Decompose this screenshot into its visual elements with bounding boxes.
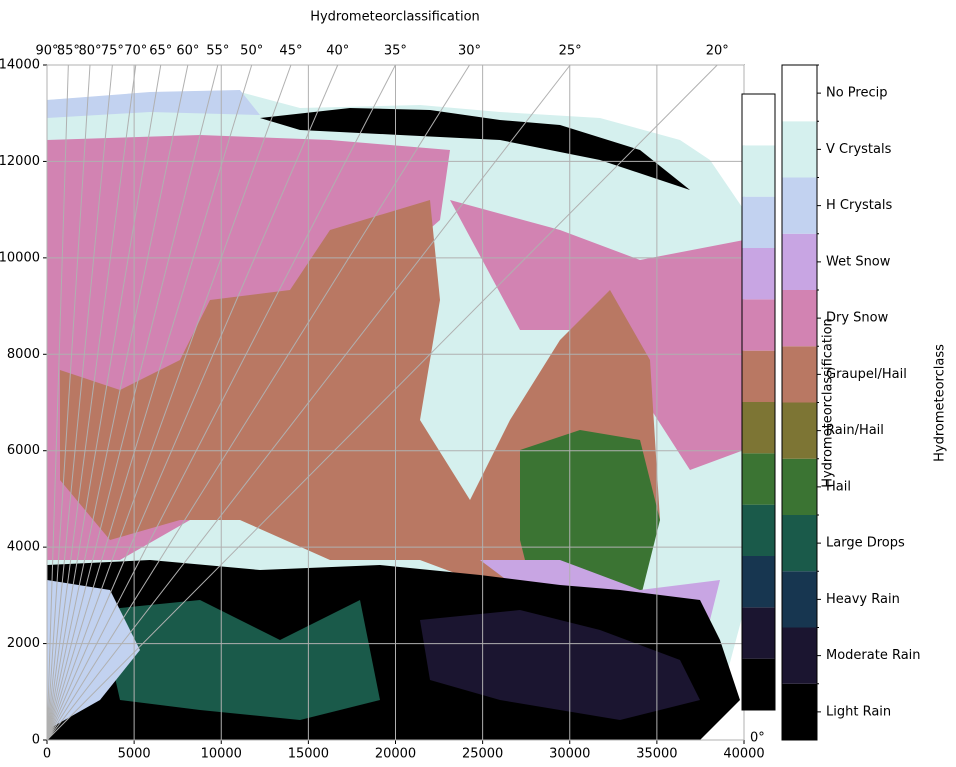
x-tick-label: 25000 <box>462 747 503 762</box>
colorbar-swatch <box>782 290 817 347</box>
colorbar-swatch <box>782 458 817 515</box>
elevation-ray <box>46 64 339 741</box>
colorbar-swatch <box>742 607 775 659</box>
elevation-ray <box>46 64 571 741</box>
elevation-label: 25° <box>559 44 582 59</box>
y-tick-label: 10000 <box>0 250 40 265</box>
colorbar-swatch <box>782 65 817 122</box>
elevation-label: 35° <box>384 44 407 59</box>
elevation-label: 40° <box>326 44 349 59</box>
colorbar-swatch <box>742 402 775 454</box>
colorbar-label: Large Drops <box>826 536 905 551</box>
elevation-label: 80° <box>78 44 101 59</box>
y-tick-label: 8000 <box>7 347 40 362</box>
colorbar-label: Moderate Rain <box>826 648 921 663</box>
colorbar-swatch <box>742 556 775 608</box>
elevation-label: 0° <box>750 731 765 746</box>
colorbar-label: Light Rain <box>826 704 891 719</box>
colorbar-label: No Precip <box>826 86 888 101</box>
colorbar-swatch <box>742 248 775 300</box>
y-tick-label: 14000 <box>0 58 40 73</box>
elevation-ray <box>46 64 396 741</box>
colorbar-swatch <box>742 196 775 248</box>
colorbar-label: Heavy Rain <box>826 592 900 607</box>
x-tick-label: 40000 <box>723 747 764 762</box>
colorbar-label: H Crystals <box>826 198 892 213</box>
colorbar-swatch <box>742 94 775 146</box>
elevation-ray <box>46 64 718 741</box>
y-tick-label: 4000 <box>7 540 40 555</box>
elevation-ray <box>46 64 137 741</box>
colorbar-swatch <box>782 402 817 459</box>
elevation-label: 65° <box>149 44 172 59</box>
y-tick-label: 0 <box>32 733 40 748</box>
colorbar2-label: Hydrometeorclassification <box>821 318 836 488</box>
elevation-ray <box>46 64 219 741</box>
elevation-label: 70° <box>124 44 147 59</box>
elevation-ray <box>46 64 69 741</box>
colorbar-label: Hydrometeorclass <box>933 344 948 462</box>
elevation-label: 50° <box>240 44 263 59</box>
elevation-label: 30° <box>458 44 481 59</box>
y-tick-label: 6000 <box>7 443 40 458</box>
elevation-ray <box>46 64 113 741</box>
colorbar-swatch <box>782 121 817 178</box>
colorbar-label: Graupel/Hail <box>826 367 907 382</box>
elevation-ray <box>46 64 162 741</box>
x-tick-label: 15000 <box>288 747 329 762</box>
elevation-label: 55° <box>206 44 229 59</box>
colorbar-label: V Crystals <box>826 142 892 157</box>
x-tick-label: 5000 <box>118 747 151 762</box>
colorbar-swatch <box>742 658 775 710</box>
elevation-ray <box>46 64 292 741</box>
elevation-ray <box>46 64 91 741</box>
colorbar-swatch <box>742 350 775 402</box>
colorbar-label: Wet Snow <box>826 254 891 269</box>
x-tick-label: 30000 <box>549 747 590 762</box>
colorbar-frame <box>781 64 818 741</box>
elevation-label: 85° <box>57 44 80 59</box>
elevation-label: 60° <box>176 44 199 59</box>
colorbar-swatch <box>782 177 817 234</box>
colorbar-swatch <box>782 571 817 628</box>
x-tick-label: 0 <box>43 747 51 762</box>
y-tick-label: 12000 <box>0 154 40 169</box>
x-tick-label: 35000 <box>636 747 677 762</box>
elevation-ray <box>46 64 470 741</box>
elevation-label: 45° <box>279 44 302 59</box>
elevation-ray <box>46 64 253 741</box>
x-tick-label: 20000 <box>375 747 416 762</box>
colorbar-swatch <box>742 145 775 197</box>
elevation-label: 75° <box>101 44 124 59</box>
elevation-label: 20° <box>706 44 729 59</box>
colorbar-swatch <box>742 299 775 351</box>
colorbar-frame <box>741 93 776 711</box>
colorbar-label: Hail <box>826 479 851 494</box>
colorbar-label: Dry Snow <box>826 311 889 326</box>
chart-title: Hydrometeorclassification <box>310 10 480 25</box>
elevation-label: 90° <box>35 44 58 59</box>
colorbar-swatch <box>782 627 817 684</box>
colorbar-swatch <box>742 504 775 556</box>
colorbar-swatch <box>782 683 817 740</box>
elevation-ray <box>46 64 189 741</box>
colorbar-swatch <box>782 515 817 572</box>
x-tick-label: 10000 <box>201 747 242 762</box>
colorbar-swatch <box>782 233 817 290</box>
colorbar-label: Rain/Hail <box>826 423 884 438</box>
y-tick-label: 2000 <box>7 636 40 651</box>
colorbar-swatch <box>782 346 817 403</box>
colorbar-swatch <box>742 453 775 505</box>
